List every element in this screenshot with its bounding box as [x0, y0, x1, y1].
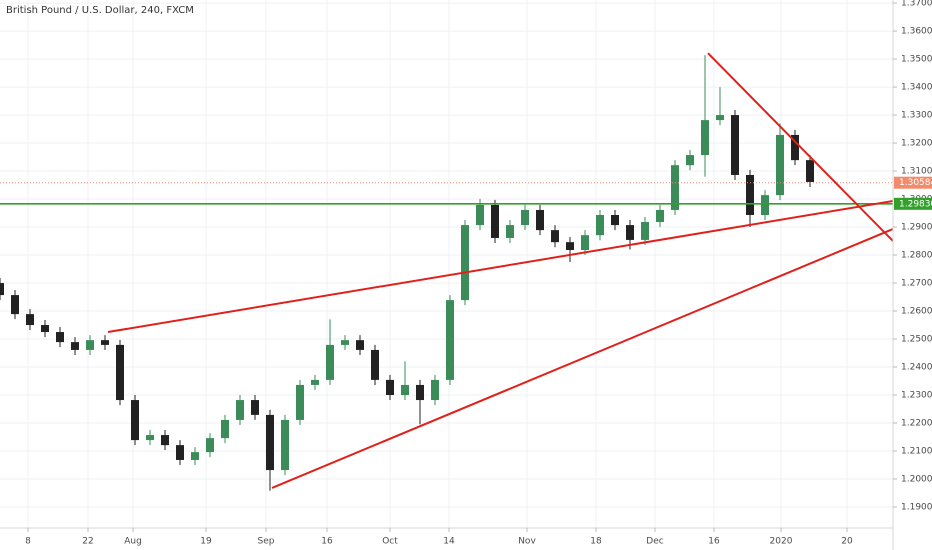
candle-body [266, 414, 274, 471]
candle-body [116, 344, 124, 401]
candle-body [611, 215, 619, 226]
x-tick-label: 19 [200, 537, 212, 547]
candle-body [551, 230, 559, 243]
candle-body [326, 344, 334, 380]
y-tick-label: 1.25000 [901, 335, 932, 345]
candle-body [686, 155, 694, 166]
x-tick-label: 22 [82, 537, 93, 547]
y-tick-label: 1.32000 [901, 139, 932, 149]
candle-body [341, 340, 349, 345]
x-tick-label: 16 [708, 537, 720, 547]
candle-body [446, 300, 454, 380]
x-tick-label: 14 [443, 537, 455, 547]
candle-body [311, 379, 319, 385]
candle-body [476, 204, 484, 226]
candle-body [221, 419, 229, 439]
candle-body [806, 160, 814, 182]
y-tick-label: 1.19000 [901, 503, 932, 513]
candle-body [671, 165, 679, 210]
x-tick-label: 8 [25, 537, 31, 547]
trend-line [707, 52, 894, 242]
y-tick-label: 1.29000 [901, 223, 932, 233]
y-tick-label: 1.26000 [901, 307, 932, 317]
x-tick-label: Nov [518, 537, 536, 547]
candle-body [191, 452, 199, 460]
y-tick-label: 1.35000 [901, 55, 932, 65]
candle-body [791, 134, 799, 161]
candle-body [641, 222, 649, 240]
candle-body [296, 384, 304, 420]
chart-title: British Pound / U.S. Dollar, 240, FXCM [6, 5, 194, 16]
candle-body [131, 400, 139, 441]
candle-body [761, 195, 769, 216]
candle-body [386, 379, 394, 396]
plot-area [0, 52, 894, 491]
candle-body [716, 115, 724, 121]
candle-body [0, 283, 4, 296]
candle-body [11, 295, 19, 315]
candle-body [206, 438, 214, 453]
candle-body [161, 435, 169, 446]
y-tick-label: 1.34000 [901, 83, 932, 93]
candle-body [491, 204, 499, 238]
hline-price-box [894, 197, 932, 210]
candle-body [536, 209, 544, 231]
x-tick-label: 16 [321, 537, 333, 547]
candle-body [401, 384, 409, 396]
y-tick-label: 1.37000 [901, 0, 932, 9]
last-price-box [894, 176, 932, 189]
candle-body [746, 174, 754, 216]
x-tick-label: 18 [590, 537, 602, 547]
candle-body [416, 384, 424, 401]
candle-body [371, 349, 379, 380]
candle-body [86, 340, 94, 350]
candle-body [176, 445, 184, 460]
candle-body [101, 340, 109, 345]
y-tick-label: 1.28000 [901, 251, 932, 261]
grid [0, 0, 893, 528]
y-tick-label: 1.27000 [901, 279, 932, 289]
y-tick-label: 1.33000 [901, 111, 932, 121]
y-tick-label: 1.31000 [901, 167, 932, 177]
candle-body [26, 314, 34, 326]
candle-body [251, 400, 259, 415]
trend-line [107, 200, 894, 334]
candle-body [431, 379, 439, 401]
x-tick-label: Oct [382, 537, 398, 547]
x-tick-label: Sep [258, 537, 275, 547]
candle-body [701, 120, 709, 156]
candle-body [596, 215, 604, 236]
hline-price-label: 1.29830 [899, 199, 932, 209]
candle-body [146, 435, 154, 441]
candle-body [71, 342, 79, 350]
y-tick-label: 1.23000 [901, 391, 932, 401]
y-tick-label: 1.20000 [901, 475, 932, 485]
y-tick-label: 1.21000 [901, 447, 932, 457]
x-tick-label: Aug [124, 537, 142, 547]
candle-body [776, 134, 784, 196]
candle-body [56, 332, 64, 343]
candle-body [236, 400, 244, 420]
x-tick-label: Dec [646, 537, 663, 547]
x-tick-label: 20 [841, 537, 853, 547]
x-tick-label: 2020 [770, 537, 793, 547]
candle-body [656, 209, 664, 223]
y-tick-label: 1.24000 [901, 363, 932, 373]
candle-body [356, 340, 364, 350]
candle-body [581, 235, 589, 251]
candle-body [566, 242, 574, 251]
candle-body [461, 225, 469, 301]
candle-body [521, 209, 529, 226]
candle-body [281, 419, 289, 471]
candle-body [41, 325, 49, 333]
candle-body [626, 225, 634, 240]
y-tick-label: 1.22000 [901, 419, 932, 429]
y-tick-label: 1.36000 [901, 27, 932, 37]
trend-line [271, 228, 894, 489]
last-price-label: 1.30584 [899, 178, 932, 188]
candle-body [731, 115, 739, 175]
candle-body [506, 225, 514, 238]
